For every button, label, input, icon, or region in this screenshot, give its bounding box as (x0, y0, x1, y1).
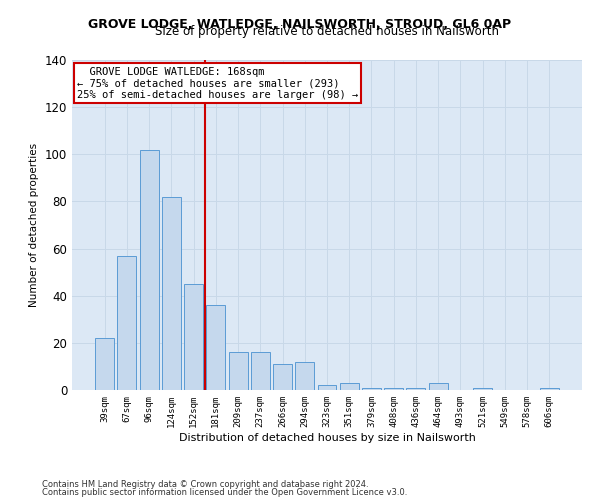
Bar (540, 388, 559, 390)
Bar (473, 388, 492, 390)
Bar (251, 352, 270, 390)
Bar (95, 338, 114, 390)
Y-axis label: Number of detached properties: Number of detached properties (29, 143, 39, 307)
Text: Contains public sector information licensed under the Open Government Licence v3: Contains public sector information licen… (42, 488, 407, 497)
Title: Size of property relative to detached houses in Nailsworth: Size of property relative to detached ho… (155, 25, 499, 38)
Bar (340, 383, 359, 390)
Bar (295, 362, 314, 390)
Bar (140, 150, 158, 390)
Bar (162, 196, 181, 390)
Bar (429, 383, 448, 390)
Text: Contains HM Land Registry data © Crown copyright and database right 2024.: Contains HM Land Registry data © Crown c… (42, 480, 368, 489)
Bar (184, 284, 203, 390)
Bar (317, 386, 337, 390)
Text: GROVE LODGE, WATLEDGE, NAILSWORTH, STROUD, GL6 0AP: GROVE LODGE, WATLEDGE, NAILSWORTH, STROU… (88, 18, 512, 30)
X-axis label: Distribution of detached houses by size in Nailsworth: Distribution of detached houses by size … (179, 432, 475, 442)
Bar (273, 364, 292, 390)
Bar (406, 388, 425, 390)
Bar (206, 305, 225, 390)
Bar (229, 352, 248, 390)
Bar (362, 388, 381, 390)
Bar (384, 388, 403, 390)
Bar (118, 256, 136, 390)
Text: GROVE LODGE WATLEDGE: 168sqm  
← 75% of detached houses are smaller (293)
25% of: GROVE LODGE WATLEDGE: 168sqm ← 75% of de… (77, 66, 358, 100)
